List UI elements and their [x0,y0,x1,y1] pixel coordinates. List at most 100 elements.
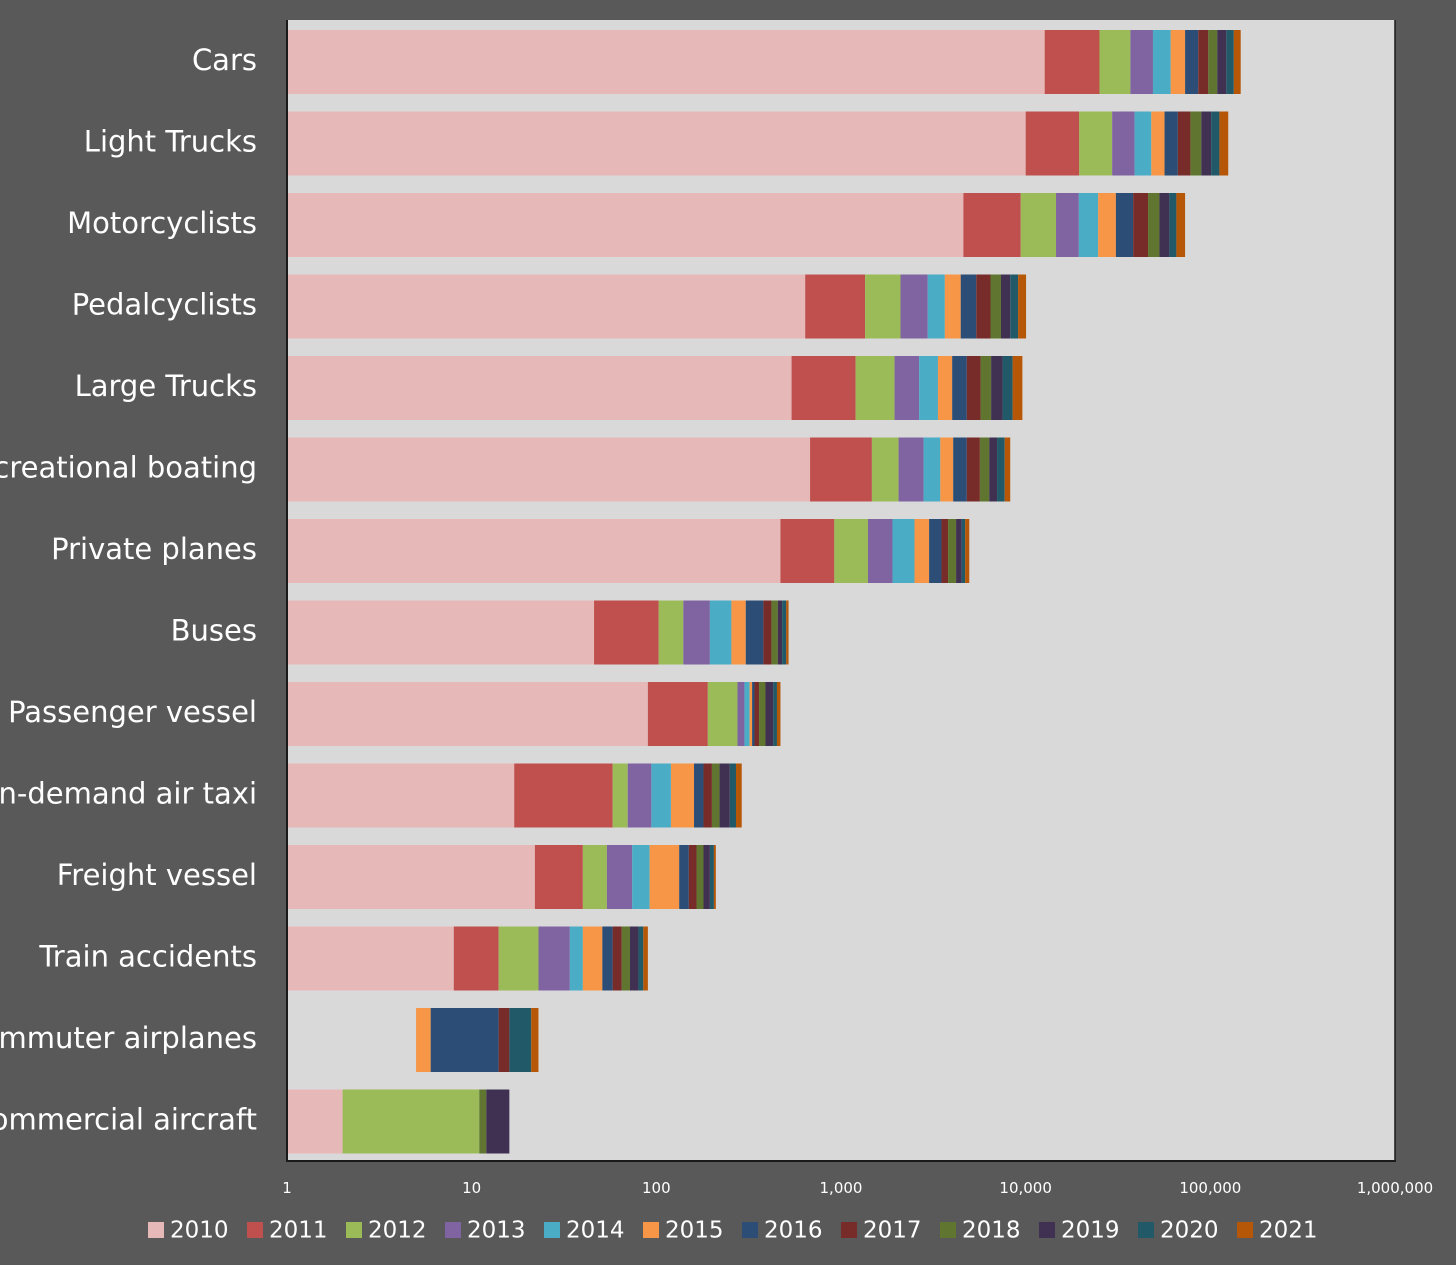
bar-private-planes-2018 [948,519,957,583]
bar-train-accidents-2019 [629,926,639,991]
legend-label-2019: 2019 [1061,1218,1120,1244]
bar-large-trucks-2018 [980,356,992,420]
bar-on-demand-air-taxi-2016 [694,763,704,828]
x-tick-label: 1,000 [820,1179,863,1197]
category-labels: Cars Light Trucks Motorcyclists Pedalcyclis… [0,43,257,1137]
bar-freight-vessel-2016 [679,845,689,909]
bar-private-planes-2016 [929,519,942,583]
bar-large-trucks-2014 [919,356,938,420]
bar-large-trucks-2013 [894,356,920,420]
bar-recreational-boating-2019 [989,437,998,502]
bar-cars-2015 [1170,30,1186,94]
bar-recreational-boating-2021 [1004,437,1011,502]
bar-freight-vessel-2010 [287,845,535,909]
bar-cars-2010 [287,30,1045,94]
x-tick-label: 1,000,000 [1357,1179,1433,1197]
bar-motorcyclists-2018 [1148,193,1160,257]
bar-buses-2020 [782,600,787,665]
category-label-on-demand-air-taxi: On-demand air taxi [0,777,257,811]
bar-cars-2019 [1217,30,1227,94]
bar-motorcyclists-2011 [963,193,1021,257]
bar-commercial-aircraft-2010 [287,1089,343,1154]
bar-commuter-airplanes-2020 [509,1008,532,1072]
legend-swatch-2011 [247,1222,263,1238]
bar-train-accidents-2014 [569,926,583,991]
bar-recreational-boating-2014 [923,437,941,502]
bar-light-trucks-2020 [1211,111,1220,176]
bar-train-accidents-2018 [621,926,630,991]
bar-buses-2012 [658,600,684,665]
bar-pedalcyclists-2016 [960,274,977,339]
legend-label-2010: 2010 [170,1218,229,1244]
bar-train-accidents-2016 [602,926,613,991]
legend-label-2014: 2014 [566,1218,625,1244]
bar-buses-2021 [786,600,789,665]
legend-swatch-2020 [1138,1222,1154,1238]
bar-motorcyclists-2010 [287,193,964,257]
bar-large-trucks-2011 [791,356,856,420]
bar-private-planes-2014 [892,519,915,583]
legend-label-2011: 2011 [269,1218,328,1244]
bar-pedalcyclists-2015 [944,274,961,339]
category-label-passenger-vessel: Passenger vessel [8,695,257,729]
category-label-buses: Buses [171,614,257,648]
bar-motorcyclists-2017 [1133,193,1149,257]
bar-freight-vessel-2020 [709,845,714,909]
legend-swatch-2014 [544,1222,560,1238]
bar-train-accidents-2021 [643,926,648,991]
bar-on-demand-air-taxi-2018 [711,763,720,828]
legend: 2010 2011 2012 2013 2014 2015 2016 2017 2018 2019… [148,1218,1318,1244]
bar-light-trucks-2017 [1177,111,1191,176]
category-label-motorcyclists: Motorcyclists [67,206,257,240]
bar-buses-2011 [594,600,659,665]
bar-light-trucks-2015 [1151,111,1165,176]
bar-on-demand-air-taxi-2017 [703,763,712,828]
bar-large-trucks-2019 [991,356,1003,420]
x-tick-label: 100,000 [1179,1179,1241,1197]
x-tick-labels: 1 10 100 1,000 10,000 100,000 1,000,000 [282,1179,1433,1197]
bar-motorcyclists-2016 [1115,193,1134,257]
bar-large-trucks-2017 [966,356,981,420]
bars-layer [287,30,1241,1154]
bar-on-demand-air-taxi-2010 [287,763,515,828]
legend-label-2016: 2016 [764,1218,823,1244]
bar-cars-2014 [1152,30,1171,94]
legend-label-2017: 2017 [863,1218,922,1244]
x-tick-label: 10 [462,1179,481,1197]
bar-light-trucks-2011 [1025,111,1080,176]
category-label-light-trucks: Light Trucks [84,125,257,159]
bar-pedalcyclists-2010 [287,274,806,339]
bar-on-demand-air-taxi-2014 [651,763,671,828]
bar-buses-2010 [287,600,595,665]
bar-on-demand-air-taxi-2020 [729,763,736,828]
bar-cars-2017 [1198,30,1209,94]
bar-large-trucks-2016 [952,356,967,420]
legend-swatch-2012 [346,1222,362,1238]
bar-large-trucks-2015 [937,356,953,420]
bar-freight-vessel-2011 [534,845,583,909]
bar-pedalcyclists-2013 [900,274,928,339]
bar-cars-2016 [1185,30,1199,94]
bar-train-accidents-2017 [612,926,622,991]
bar-passenger-vessel-2015 [749,682,753,746]
bar-commuter-airplanes-2016 [430,1008,499,1072]
bar-cars-2013 [1130,30,1153,94]
bar-buses-2015 [731,600,746,665]
legend-swatch-2016 [742,1222,758,1238]
bar-passenger-vessel-2017 [754,682,760,746]
bar-passenger-vessel-2011 [647,682,708,746]
bar-recreational-boating-2010 [287,437,811,502]
bar-passenger-vessel-2019 [765,682,774,746]
bar-recreational-boating-2011 [810,437,872,502]
legend-label-2020: 2020 [1160,1218,1219,1244]
bar-motorcyclists-2014 [1078,193,1099,257]
bar-light-trucks-2013 [1112,111,1135,176]
legend-swatch-2021 [1237,1222,1253,1238]
category-label-pedalcyclists: Pedalcyclists [72,288,257,322]
category-label-private-planes: Private planes [51,532,257,566]
bar-pedalcyclists-2019 [1000,274,1011,339]
bar-buses-2019 [777,600,783,665]
bar-buses-2016 [745,600,764,665]
x-tick-label: 10,000 [999,1179,1052,1197]
